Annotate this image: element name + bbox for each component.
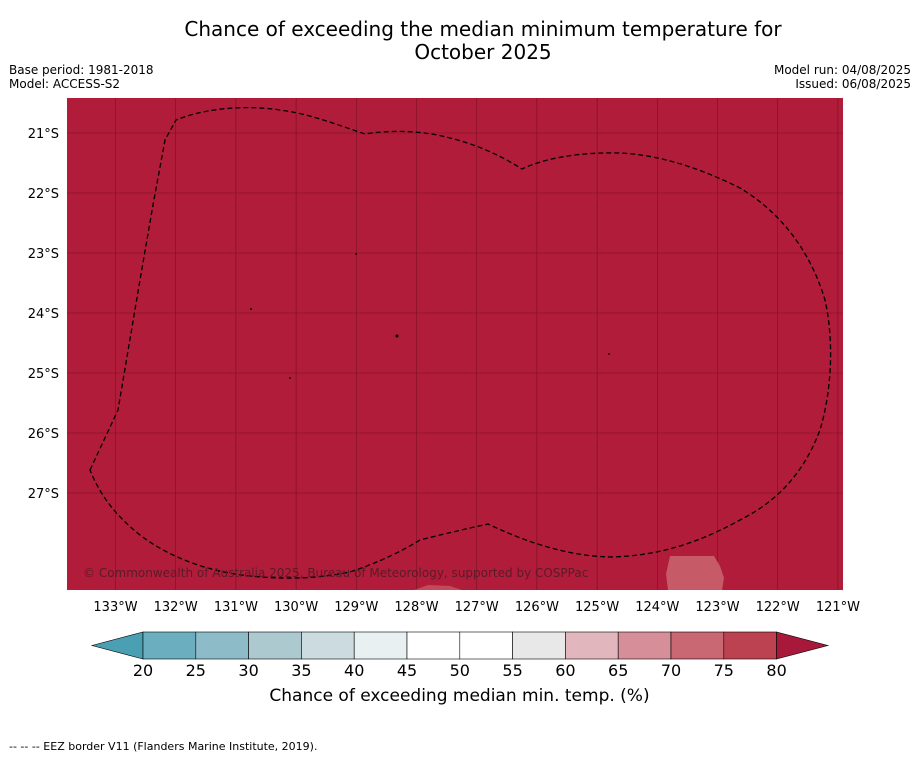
colorbar-tick-label: 75 — [714, 661, 734, 680]
lat-tick-label: 27°S — [28, 487, 59, 502]
colorbar-segment — [459, 631, 513, 660]
lon-tick-label: 130°W — [274, 600, 318, 615]
lon-tick-label: 127°W — [455, 600, 499, 615]
colorbar-tick-label: 45 — [397, 661, 417, 680]
lon-tick-label: 124°W — [635, 600, 679, 615]
lon-tick-label: 131°W — [214, 600, 258, 615]
colorbar-segment — [512, 631, 566, 660]
lat-tick-label: 26°S — [28, 427, 59, 442]
model-run: Model run: 04/08/2025 — [773, 63, 911, 77]
colorbar-tick-label: 50 — [450, 661, 470, 680]
colorbar-over-triangle — [776, 631, 830, 660]
lat-tick-label: 24°S — [28, 307, 59, 322]
longitude-labels: 133°W 132°W 131°W 130°W 129°W 128°W 127°W 126°W… — [93, 600, 860, 615]
colorbar-tick-label: 70 — [661, 661, 681, 680]
colorbar-tick-label: 35 — [291, 661, 311, 680]
lon-tick-label: 129°W — [334, 600, 378, 615]
lat-tick-label: 21°S — [28, 127, 59, 142]
colorbar-tick-label: 20 — [133, 661, 153, 680]
base-period: Base period: 1981-2018 — [9, 63, 154, 77]
colorbar-under-triangle — [90, 631, 144, 660]
lon-tick-label: 125°W — [575, 600, 619, 615]
lighter-probability-patch — [666, 556, 724, 590]
lon-tick-label: 121°W — [816, 600, 860, 615]
lon-tick-label: 133°W — [93, 600, 137, 615]
meta-left: Base period: 1981-2018 Model: ACCESS-S2 — [9, 63, 154, 91]
colorbar-segment — [301, 631, 355, 660]
footer-note: -- -- -- EEZ border V11 (Flanders Marine… — [9, 740, 318, 753]
island-markers — [250, 253, 610, 379]
lat-tick-label: 25°S — [28, 367, 59, 382]
map-title: Chance of exceeding the median minimum t… — [0, 18, 919, 64]
model-name: Model: ACCESS-S2 — [9, 77, 121, 91]
lon-tick-label: 123°W — [695, 600, 739, 615]
colorbar-tick-label: 65 — [608, 661, 628, 680]
latitude-labels: 21°S 22°S 23°S 24°S 25°S 26°S 27°S — [28, 127, 59, 502]
lat-tick-label: 23°S — [28, 247, 59, 262]
colorbar-tick-label: 30 — [238, 661, 258, 680]
map-area[interactable] — [67, 98, 843, 590]
lat-tick-label: 22°S — [28, 187, 59, 202]
lon-tick-label: 128°W — [394, 600, 438, 615]
title-line-2: October 2025 — [414, 40, 552, 64]
lon-tick-label: 122°W — [756, 600, 800, 615]
meta-right: Model run: 04/08/2025 Issued: 06/08/2025 — [774, 63, 911, 91]
lighter-probability-patch-2 — [414, 585, 462, 590]
colorbar-label: Chance of exceeding median min. temp. (%… — [269, 686, 650, 706]
map-gridlines — [67, 98, 843, 590]
eez-border — [89, 106, 832, 579]
colorbar-tick-label: 25 — [186, 661, 206, 680]
colorbar-segment — [406, 631, 461, 660]
lon-tick-label: 132°W — [154, 600, 198, 615]
lon-tick-label: 126°W — [515, 600, 559, 615]
copyright-text: © Commonwealth of Australia 2025, Bureau… — [83, 566, 588, 580]
colorbar-tick-label: 55 — [502, 661, 522, 680]
title-line-1: Chance of exceeding the median minimum t… — [184, 17, 782, 41]
colorbar-segment — [195, 631, 249, 660]
colorbar-segment — [565, 631, 619, 660]
colorbar-segment — [617, 631, 672, 660]
issued-date: Issued: 06/08/2025 — [795, 77, 911, 91]
colorbar-segment — [353, 631, 408, 660]
colorbar-tick-label: 40 — [344, 661, 364, 680]
colorbar: 20 25 30 35 40 45 50 55 60 65 70 75 80 — [90, 631, 830, 680]
colorbar-segment — [723, 631, 777, 660]
colorbar-segment — [142, 631, 197, 660]
colorbar-segment — [670, 631, 725, 660]
colorbar-tick-label: 80 — [766, 661, 786, 680]
colorbar-segment — [248, 631, 302, 660]
colorbar-tick-label: 60 — [555, 661, 575, 680]
